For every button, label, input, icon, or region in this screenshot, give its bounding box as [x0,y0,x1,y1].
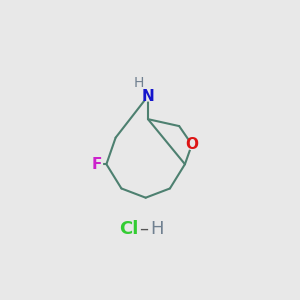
Ellipse shape [91,159,103,169]
Ellipse shape [185,139,198,150]
Text: H: H [134,76,144,90]
Text: O: O [185,137,198,152]
Text: –: – [139,220,148,238]
Text: H: H [151,220,164,238]
Text: F: F [92,157,102,172]
Text: Cl: Cl [119,220,139,238]
Ellipse shape [142,91,154,102]
Text: N: N [142,88,154,104]
FancyBboxPatch shape [108,217,177,240]
